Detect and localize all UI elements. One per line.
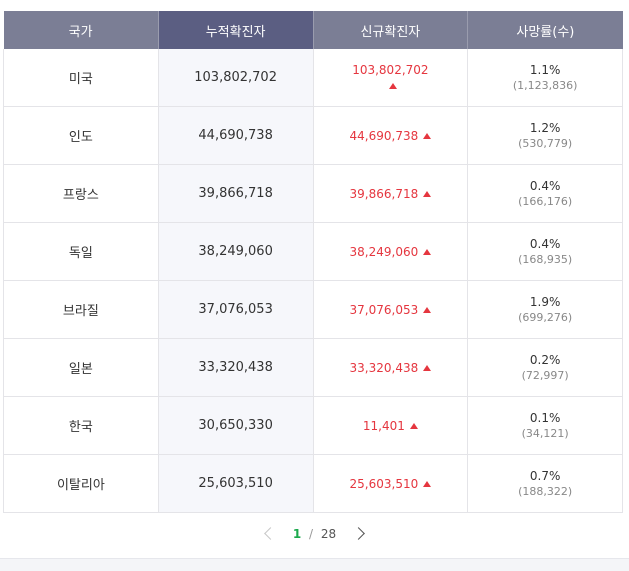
country-cell: 한국 — [3, 396, 159, 455]
deaths-cell: 0.1% (34,121) — [467, 396, 623, 455]
death-rate: 1.2% — [529, 121, 561, 135]
new-cases-cell: 103,802,702 — [313, 49, 469, 107]
deaths-cell: 0.7% (188,322) — [467, 454, 623, 513]
cumulative-cell: 25,603,510 — [158, 454, 314, 513]
header-cumulative[interactable]: 누적확진자 — [158, 11, 314, 49]
cumulative-cell: 39,866,718 — [158, 164, 314, 223]
death-count: (72,997) — [521, 369, 569, 382]
death-count: (530,779) — [518, 137, 573, 150]
country-cell: 독일 — [3, 222, 159, 281]
new-cases-value: 33,320,438 — [349, 360, 419, 375]
table-row: 독일 38,249,060 38,249,060 0.4% (168,935) — [3, 222, 623, 281]
triangle-up-icon — [388, 82, 397, 89]
death-count: (1,123,836) — [512, 79, 578, 92]
current-page: 1 — [292, 526, 302, 541]
triangle-up-icon — [423, 248, 432, 255]
new-cases-cell: 11,401 — [313, 396, 469, 455]
header-country[interactable]: 국가 — [3, 11, 159, 49]
page-separator: / — [309, 526, 314, 541]
table-row: 일본 33,320,438 33,320,438 0.2% (72,997) — [3, 338, 623, 397]
death-count: (34,121) — [521, 427, 569, 440]
new-cases-cell: 33,320,438 — [313, 338, 469, 397]
table-row: 미국 103,802,702 103,802,702 1.1% (1,123,8… — [3, 49, 623, 107]
cumulative-cell: 30,650,330 — [158, 396, 314, 455]
header-deaths[interactable]: 사망률(수) — [467, 11, 623, 49]
covid-stats-table-container: 국가 누적확진자 신규확진자 사망률(수) 미국 103,802,702 103… — [3, 11, 623, 513]
death-rate: 1.1% — [529, 63, 561, 77]
cumulative-cell: 37,076,053 — [158, 280, 314, 339]
chevron-right-icon[interactable] — [352, 527, 365, 540]
new-cases-cell: 25,603,510 — [313, 454, 469, 513]
new-cases-cell: 44,690,738 — [313, 106, 469, 165]
deaths-cell: 1.9% (699,276) — [467, 280, 623, 339]
cumulative-cell: 38,249,060 — [158, 222, 314, 281]
death-rate: 0.1% — [529, 411, 561, 425]
country-cell: 미국 — [3, 49, 159, 107]
deaths-cell: 1.1% (1,123,836) — [467, 49, 623, 107]
new-cases-value: 11,401 — [362, 418, 405, 433]
country-cell: 프랑스 — [3, 164, 159, 223]
cumulative-cell: 33,320,438 — [158, 338, 314, 397]
new-cases-value: 38,249,060 — [349, 244, 419, 259]
new-cases-cell: 38,249,060 — [313, 222, 469, 281]
death-rate: 0.4% — [529, 237, 561, 251]
new-cases-value: 37,076,053 — [349, 302, 419, 317]
triangle-up-icon — [423, 480, 432, 487]
death-rate: 0.2% — [529, 353, 561, 367]
new-cases-cell: 37,076,053 — [313, 280, 469, 339]
table-row: 브라질 37,076,053 37,076,053 1.9% (699,276) — [3, 280, 623, 339]
new-cases-value: 39,866,718 — [349, 186, 419, 201]
new-cases-value: 103,802,702 — [352, 62, 429, 77]
deaths-cell: 0.4% (168,935) — [467, 222, 623, 281]
death-count: (188,322) — [518, 485, 573, 498]
bottom-bar — [0, 558, 629, 571]
triangle-up-icon — [423, 190, 432, 197]
triangle-up-icon — [423, 364, 432, 371]
deaths-cell: 0.2% (72,997) — [467, 338, 623, 397]
header-new-cases[interactable]: 신규확진자 — [313, 11, 469, 49]
country-cell: 브라질 — [3, 280, 159, 339]
new-cases-value: 44,690,738 — [349, 128, 419, 143]
triangle-up-icon — [423, 132, 432, 139]
pagination: 1 / 28 — [0, 526, 629, 548]
death-count: (166,176) — [518, 195, 573, 208]
table-row: 한국 30,650,330 11,401 0.1% (34,121) — [3, 396, 623, 455]
table-row: 프랑스 39,866,718 39,866,718 0.4% (166,176) — [3, 164, 623, 223]
table-header-row: 국가 누적확진자 신규확진자 사망률(수) — [3, 11, 623, 49]
new-cases-cell: 39,866,718 — [313, 164, 469, 223]
death-count: (699,276) — [518, 311, 573, 324]
table-row: 이탈리아 25,603,510 25,603,510 0.7% (188,322… — [3, 454, 623, 513]
death-rate: 0.4% — [529, 179, 561, 193]
death-count: (168,935) — [518, 253, 573, 266]
country-cell: 인도 — [3, 106, 159, 165]
country-cell: 이탈리아 — [3, 454, 159, 513]
triangle-up-icon — [409, 422, 418, 429]
deaths-cell: 1.2% (530,779) — [467, 106, 623, 165]
death-rate: 0.7% — [529, 469, 561, 483]
chevron-left-icon[interactable] — [264, 527, 277, 540]
covid-stats-table: 국가 누적확진자 신규확진자 사망률(수) 미국 103,802,702 103… — [3, 11, 623, 513]
cumulative-cell: 44,690,738 — [158, 106, 314, 165]
cumulative-cell: 103,802,702 — [158, 49, 314, 107]
table-row: 인도 44,690,738 44,690,738 1.2% (530,779) — [3, 106, 623, 165]
death-rate: 1.9% — [529, 295, 561, 309]
country-cell: 일본 — [3, 338, 159, 397]
total-pages: 28 — [320, 526, 337, 541]
new-cases-value: 25,603,510 — [349, 476, 419, 491]
triangle-up-icon — [423, 306, 432, 313]
deaths-cell: 0.4% (166,176) — [467, 164, 623, 223]
